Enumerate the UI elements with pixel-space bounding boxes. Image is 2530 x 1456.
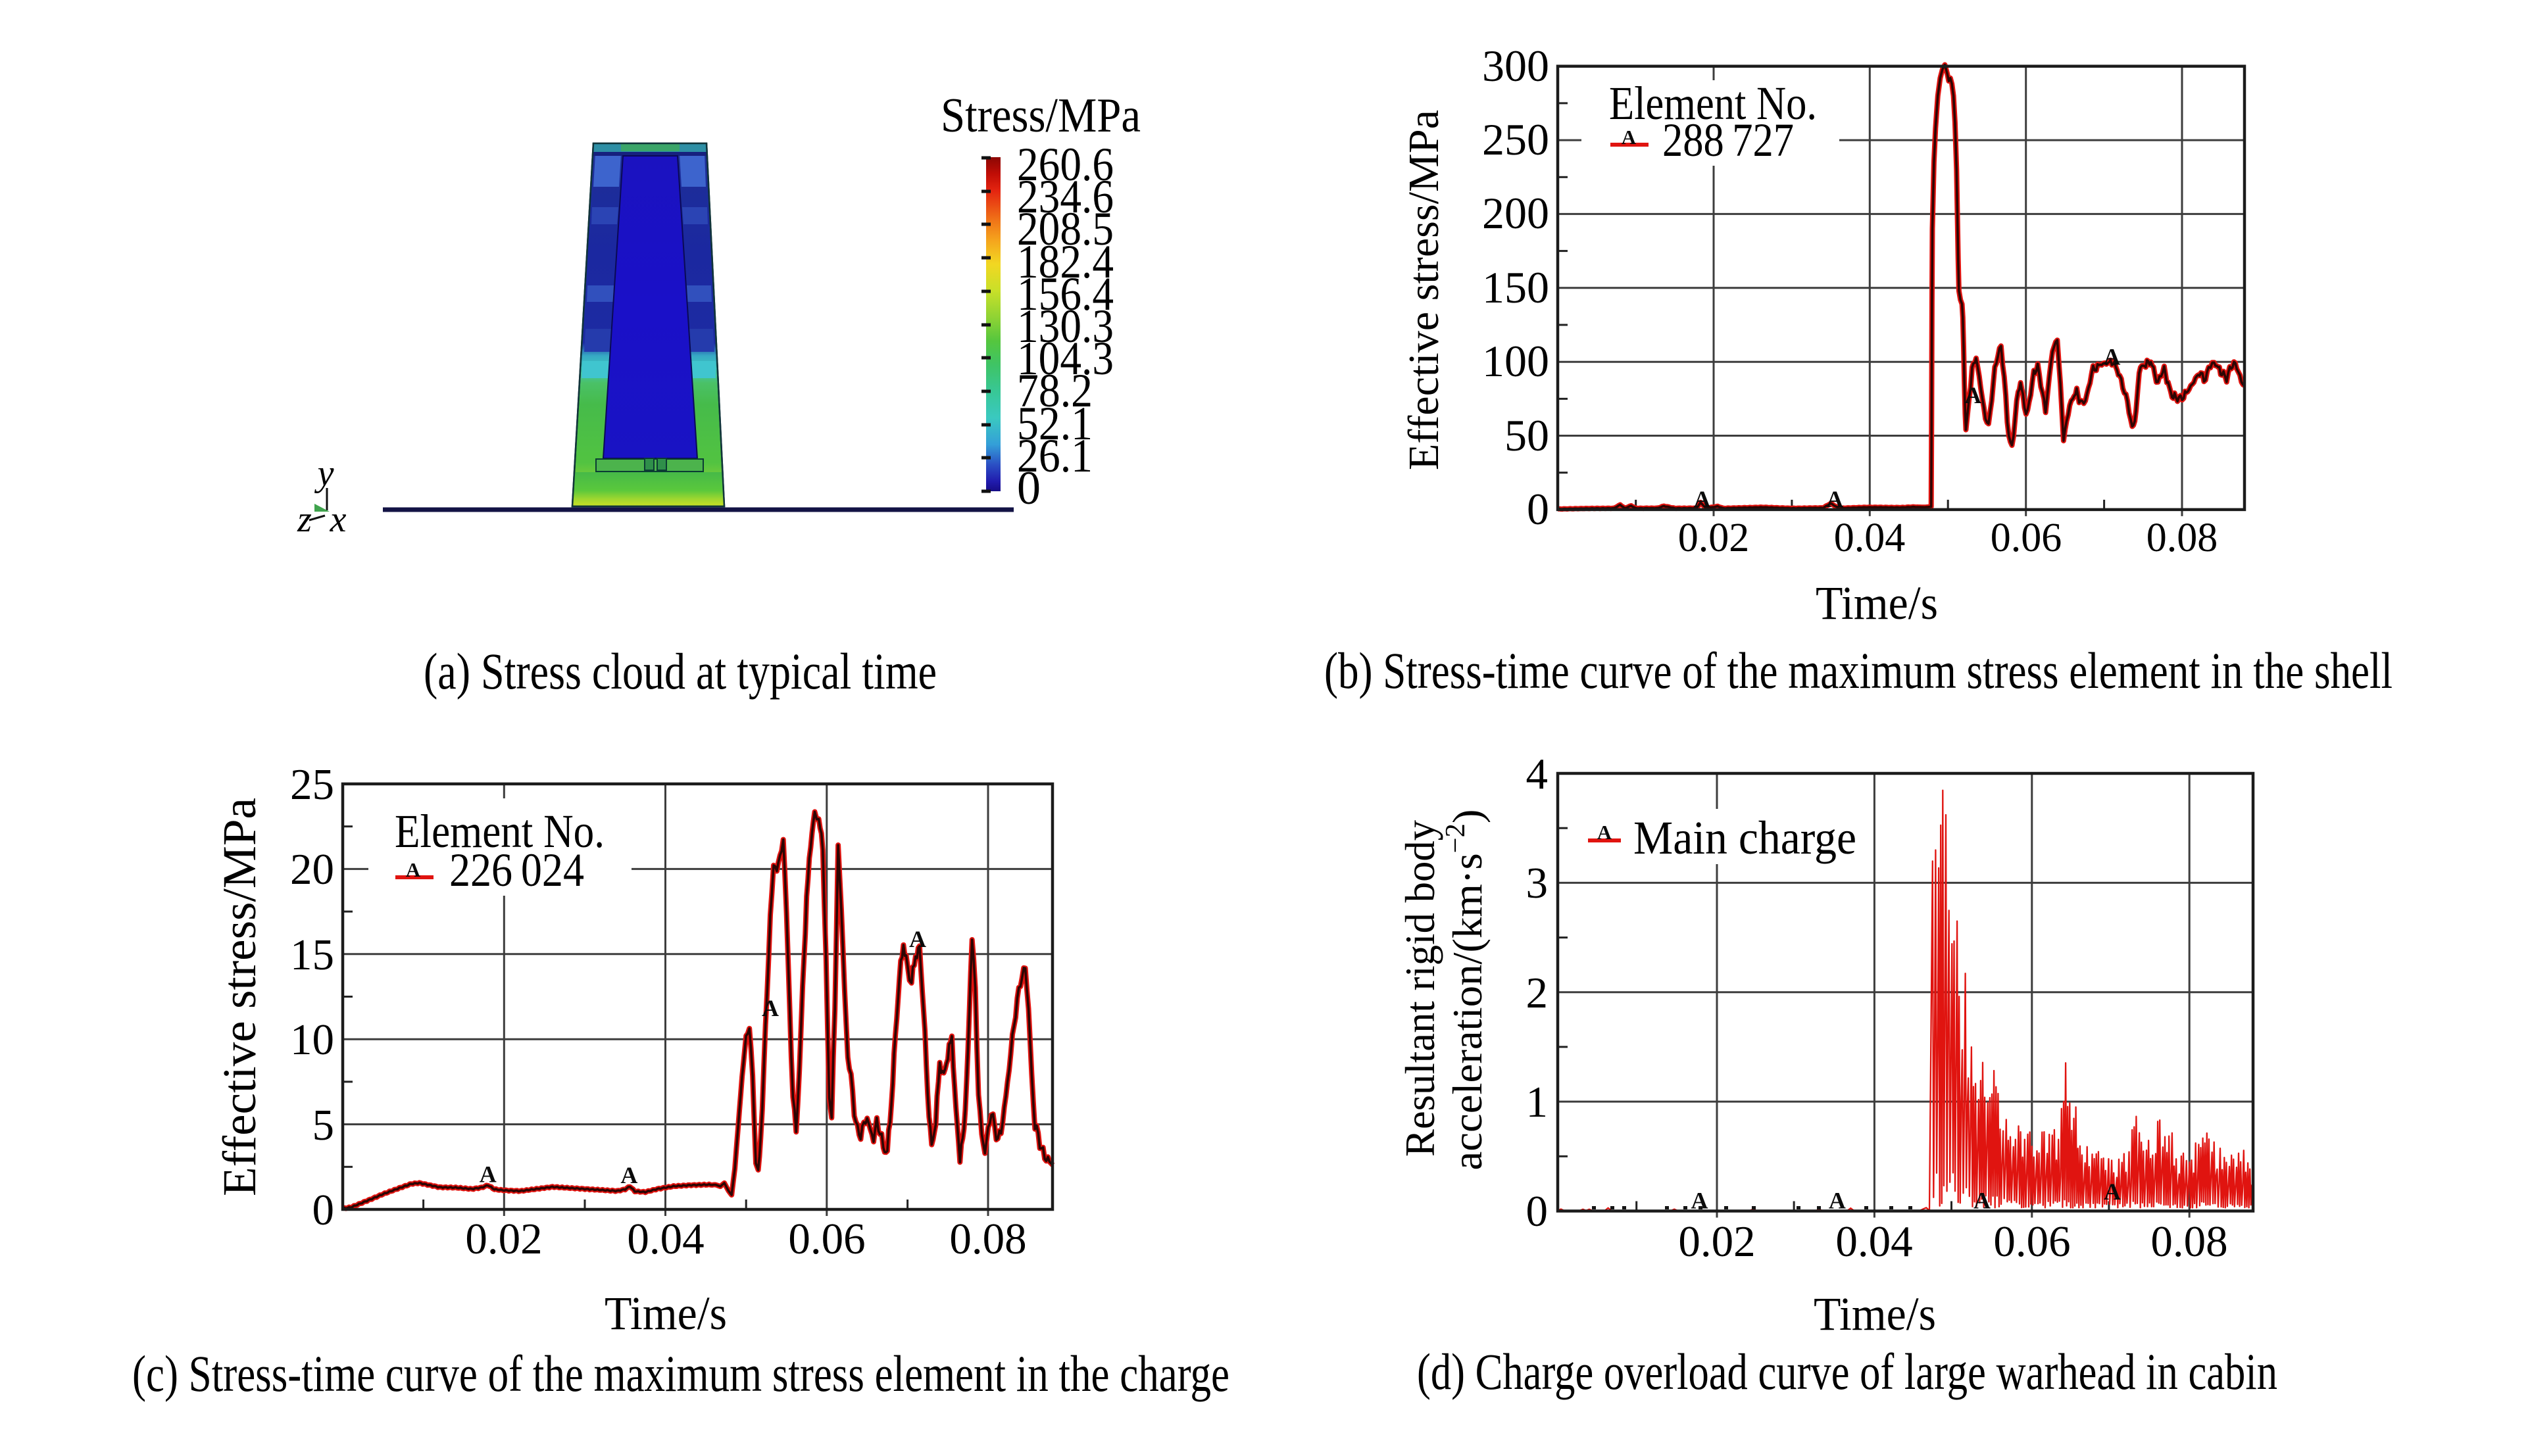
svg-text:Element No.: Element No. [395, 805, 605, 858]
svg-text:acceleration/(km·s−2): acceleration/(km·s−2) [1441, 810, 1491, 1171]
svg-text:150: 150 [1482, 262, 1549, 312]
svg-text:5: 5 [312, 1101, 335, 1150]
svg-text:y: y [314, 453, 334, 494]
svg-text:2: 2 [1526, 969, 1549, 1017]
svg-text:A: A [2104, 1178, 2121, 1205]
svg-text:0.04: 0.04 [1834, 516, 1906, 560]
svg-text:1: 1 [1526, 1078, 1549, 1127]
svg-text:156.4: 156.4 [1017, 268, 1114, 320]
svg-text:A: A [1691, 1188, 1708, 1214]
svg-text:182.4: 182.4 [1017, 235, 1114, 288]
svg-text:z: z [297, 499, 312, 540]
svg-text:0: 0 [1017, 462, 1041, 514]
svg-text:Time/s: Time/s [1814, 1288, 1936, 1340]
svg-text:A: A [480, 1161, 497, 1188]
svg-text:Resultant rigid body: Resultant rigid body [1397, 820, 1443, 1157]
svg-text:(c) Stress-time curve of the m: (c) Stress-time curve of the maximum str… [132, 1345, 1229, 1402]
svg-text:A: A [1622, 126, 1637, 149]
svg-text:0.08: 0.08 [2150, 1217, 2227, 1266]
svg-text:Element No.: Element No. [1609, 77, 1817, 130]
svg-text:78.2: 78.2 [1017, 364, 1093, 417]
svg-text:0.06: 0.06 [1991, 516, 2062, 560]
svg-text:200: 200 [1482, 188, 1549, 238]
svg-text:0.06: 0.06 [788, 1215, 865, 1263]
svg-text:0.04: 0.04 [1835, 1217, 1912, 1266]
svg-text:52.1: 52.1 [1017, 397, 1093, 450]
svg-text:(b) Stress-time curve of the m: (b) Stress-time curve of the maximum str… [1324, 642, 2393, 699]
svg-text:Time/s: Time/s [1816, 577, 1938, 629]
svg-text:A: A [1694, 486, 1711, 512]
svg-text:0.02: 0.02 [1678, 1217, 1755, 1266]
svg-text:Stress/MPa: Stress/MPa [941, 89, 1141, 143]
svg-text:288 727: 288 727 [1662, 114, 1794, 166]
svg-text:226 024: 226 024 [449, 844, 584, 896]
svg-text:234.6: 234.6 [1017, 170, 1114, 223]
svg-text:(a) Stress cloud at typical ti: (a) Stress cloud at typical time [424, 643, 937, 700]
svg-text:25: 25 [290, 760, 334, 809]
svg-text:250: 250 [1482, 114, 1549, 164]
svg-text:0.02: 0.02 [1678, 516, 1750, 560]
svg-text:Effective stress/MPa: Effective stress/MPa [213, 798, 266, 1196]
svg-text:0.04: 0.04 [627, 1215, 704, 1263]
svg-text:A: A [1826, 486, 1843, 512]
svg-text:10: 10 [290, 1015, 334, 1064]
svg-text:4: 4 [1526, 750, 1549, 798]
svg-text:x: x [330, 499, 347, 540]
svg-text:A: A [620, 1162, 637, 1188]
svg-text:104.3: 104.3 [1017, 332, 1114, 385]
svg-text:Effective stress/MPa: Effective stress/MPa [1400, 110, 1448, 470]
svg-text:3: 3 [1526, 859, 1549, 908]
svg-text:50: 50 [1504, 410, 1549, 460]
svg-text:100: 100 [1482, 336, 1549, 386]
svg-text:15: 15 [290, 931, 334, 979]
svg-text:A: A [2103, 344, 2120, 370]
svg-text:0.02: 0.02 [465, 1215, 542, 1263]
svg-text:260.6: 260.6 [1017, 138, 1114, 191]
svg-text:A: A [1597, 821, 1612, 844]
svg-text:A: A [1973, 1188, 1991, 1214]
svg-text:0: 0 [1527, 484, 1549, 534]
svg-text:Main charge: Main charge [1633, 812, 1856, 864]
svg-text:A: A [762, 995, 779, 1021]
svg-text:300: 300 [1482, 41, 1549, 91]
svg-text:0.06: 0.06 [1993, 1217, 2070, 1266]
svg-text:130.3: 130.3 [1017, 300, 1114, 352]
svg-text:0.08: 0.08 [2146, 516, 2218, 560]
svg-text:0: 0 [312, 1186, 335, 1234]
svg-text:26.1: 26.1 [1017, 429, 1093, 482]
svg-text:A: A [1964, 382, 1981, 408]
svg-text:0: 0 [1526, 1187, 1549, 1236]
svg-text:20: 20 [290, 845, 334, 894]
svg-text:A: A [1829, 1188, 1846, 1214]
svg-text:A: A [909, 926, 926, 952]
svg-text:Time/s: Time/s [605, 1287, 727, 1340]
svg-text:208.5: 208.5 [1017, 203, 1114, 255]
svg-text:A: A [406, 858, 421, 881]
svg-text:0.08: 0.08 [949, 1215, 1026, 1263]
svg-text:(d) Charge overload curve of l: (d) Charge overload curve of large warhe… [1417, 1343, 2277, 1400]
